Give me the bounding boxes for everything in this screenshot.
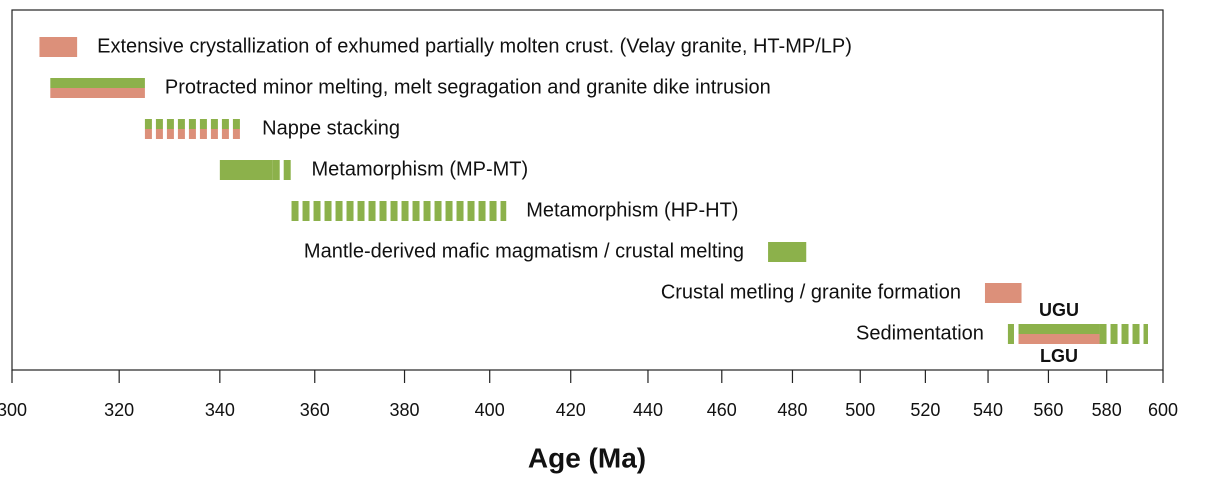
x-tick-label: 300 [0,400,27,420]
x-tick-label: 420 [556,400,586,420]
x-tick-label: 360 [300,400,330,420]
row-label: Extensive crystallization of exhumed par… [97,35,852,57]
x-tick-label: 340 [205,400,235,420]
x-tick-label: 440 [633,400,663,420]
x-tick-label: 520 [910,400,940,420]
row-label: Sedimentation [856,322,984,344]
row-label: Nappe stacking [262,117,400,139]
x-tick-label: 400 [475,400,505,420]
x-tick-label: 500 [845,400,875,420]
x-tick-label: 560 [1033,400,1063,420]
row-label: Crustal metling / granite formation [661,281,961,303]
annotation: UGU [1039,300,1079,320]
plot-frame [11,9,1164,371]
row-label: Metamorphism (HP-HT) [526,199,738,221]
x-tick-label: 480 [777,400,807,420]
x-axis-title: Age (Ma) [528,442,646,473]
x-tick-label: 320 [104,400,134,420]
x-tick-label: 600 [1148,400,1178,420]
x-tick-label: 380 [390,400,420,420]
row-label: Protracted minor melting, melt segragati… [165,76,771,98]
x-tick-label: 460 [707,400,737,420]
row-label: Mantle-derived mafic magmatism / crustal… [304,240,744,262]
annotation: LGU [1040,346,1078,366]
x-tick-label: 540 [973,400,1003,420]
x-tick-label: 580 [1092,400,1122,420]
row-label: Metamorphism (MP-MT) [312,158,529,180]
